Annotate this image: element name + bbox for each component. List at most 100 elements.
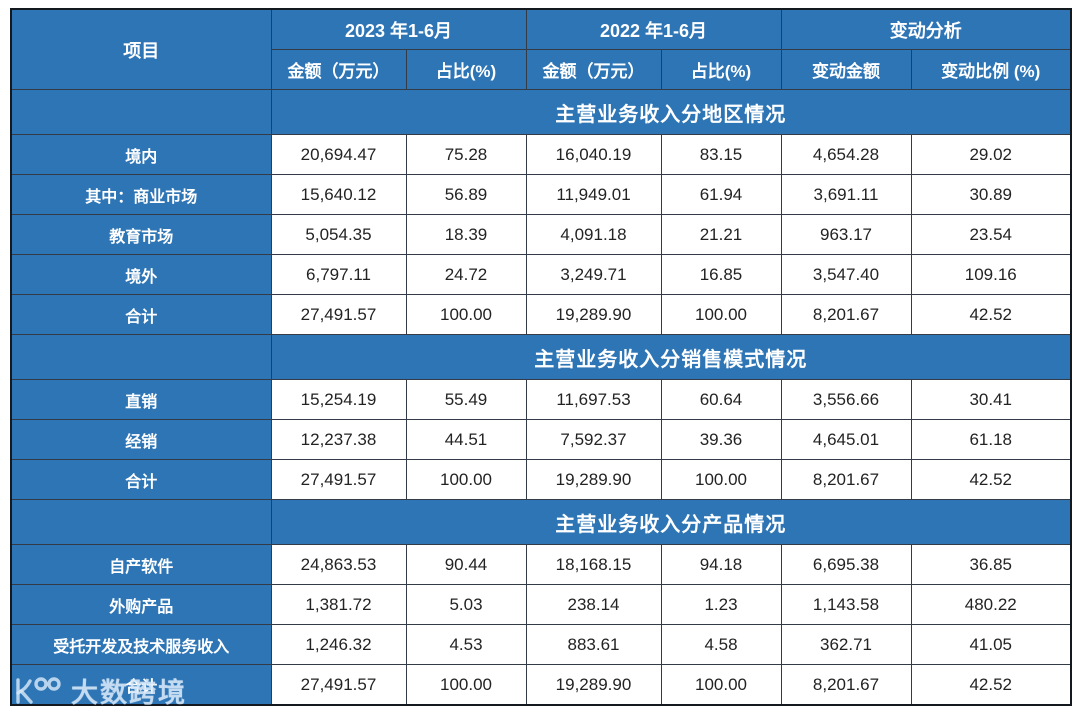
value-cell: 4.58 <box>660 624 782 665</box>
data-row: 合计 27,491.57 100.00 19,289.90 100.00 8,201.67… <box>10 459 1072 500</box>
value-cell: 15,254.19 <box>270 379 407 420</box>
value-cell: 238.14 <box>525 584 662 625</box>
header-sub-row: 金额（万元） 占比(%) 金额（万元） 占比(%) 变动金额 变动比例 (%) <box>11 49 1072 90</box>
value-cell: 100.00 <box>405 459 527 500</box>
value-cell: 18,168.15 <box>525 544 662 585</box>
value-cell: 61.94 <box>660 174 782 215</box>
header-change-ratio: 变动比例 (%) <box>910 49 1072 90</box>
section-header-row: 主营业务收入分产品情况 <box>10 499 1072 545</box>
revenue-table: 项目 2023 年1-6月 2022 年1-6月 变动分析 金额（万元） 占比(… <box>10 8 1072 706</box>
data-row: 境内 20,694.47 75.28 16,040.19 83.15 4,654.28 29… <box>10 134 1072 175</box>
value-cell: 8,201.67 <box>780 459 912 500</box>
value-cell: 1,246.32 <box>270 624 407 665</box>
header-group-change: 变动分析 <box>780 8 1072 50</box>
header-group-row: 项目 2023 年1-6月 2022 年1-6月 变动分析 <box>10 8 1072 90</box>
data-row: 受托开发及技术服务收入 1,246.32 4.53 883.61 4.58 362.71 4… <box>10 624 1072 665</box>
data-row: 境外 6,797.11 24.72 3,249.71 16.85 3,547.40 109.… <box>10 254 1072 295</box>
value-cell: 94.18 <box>660 544 782 585</box>
section-spacer-cell <box>10 334 272 380</box>
value-cell: 6,695.38 <box>780 544 912 585</box>
table-body: 主营业务收入分地区情况 境内 20,694.47 75.28 16,040.19 83.1… <box>10 89 1072 706</box>
row-label: 自产软件 <box>10 544 272 585</box>
value-cell: 6,797.11 <box>270 254 407 295</box>
value-cell: 11,697.53 <box>525 379 662 420</box>
value-cell: 29.02 <box>910 134 1072 175</box>
value-cell: 12,237.38 <box>270 419 407 460</box>
header-change-amount: 变动金额 <box>780 49 912 90</box>
value-cell: 42.52 <box>910 459 1072 500</box>
section-spacer-cell <box>10 499 272 545</box>
value-cell: 1.23 <box>660 584 782 625</box>
data-row: 直销 15,254.19 55.49 11,697.53 60.64 3,556.66 30… <box>10 379 1072 420</box>
section-title: 主营业务收入分销售模式情况 <box>270 334 1072 380</box>
value-cell: 4,645.01 <box>780 419 912 460</box>
value-cell: 100.00 <box>660 294 782 335</box>
header-share-2023: 占比(%) <box>405 49 527 90</box>
value-cell: 39.36 <box>660 419 782 460</box>
value-cell: 3,556.66 <box>780 379 912 420</box>
data-row: 经销 12,237.38 44.51 7,592.37 39.36 4,645.01 61.… <box>10 419 1072 460</box>
value-cell: 3,691.11 <box>780 174 912 215</box>
row-label: 直销 <box>10 379 272 420</box>
value-cell: 1,381.72 <box>270 584 407 625</box>
data-row: 合计 27,491.57 100.00 19,289.90 100.00 8,201.67… <box>10 664 1072 706</box>
value-cell: 5.03 <box>405 584 527 625</box>
header-share-2022: 占比(%) <box>660 49 782 90</box>
row-label: 境内 <box>10 134 272 175</box>
row-label: 经销 <box>10 419 272 460</box>
value-cell: 100.00 <box>660 459 782 500</box>
row-label: 合计 <box>10 459 272 500</box>
value-cell: 883.61 <box>525 624 662 665</box>
value-cell: 24,863.53 <box>270 544 407 585</box>
value-cell: 15,640.12 <box>270 174 407 215</box>
value-cell: 19,289.90 <box>525 294 662 335</box>
row-label: 合计 <box>10 294 272 335</box>
value-cell: 75.28 <box>405 134 527 175</box>
value-cell: 90.44 <box>405 544 527 585</box>
value-cell: 1,143.58 <box>780 584 912 625</box>
value-cell: 42.52 <box>910 664 1072 706</box>
value-cell: 18.39 <box>405 214 527 255</box>
value-cell: 16.85 <box>660 254 782 295</box>
revenue-table-container: 项目 2023 年1-6月 2022 年1-6月 变动分析 金额（万元） 占比(… <box>10 8 1072 706</box>
value-cell: 3,249.71 <box>525 254 662 295</box>
header-amount-2022: 金额（万元） <box>525 49 662 90</box>
value-cell: 100.00 <box>660 664 782 706</box>
row-label: 其中：商业市场 <box>10 174 272 215</box>
value-cell: 480.22 <box>910 584 1072 625</box>
value-cell: 30.41 <box>910 379 1072 420</box>
header-group-2022: 2022 年1-6月 <box>525 8 782 50</box>
value-cell: 19,289.90 <box>525 459 662 500</box>
header-item: 项目 <box>10 8 272 90</box>
data-row: 其中：商业市场 15,640.12 56.89 11,949.01 61.94 3,691… <box>10 174 1072 215</box>
row-label: 教育市场 <box>10 214 272 255</box>
value-cell: 5,054.35 <box>270 214 407 255</box>
value-cell: 8,201.67 <box>780 664 912 706</box>
section-header-row: 主营业务收入分销售模式情况 <box>10 334 1072 380</box>
row-label: 受托开发及技术服务收入 <box>10 624 272 665</box>
value-cell: 19,289.90 <box>525 664 662 706</box>
value-cell: 11,949.01 <box>525 174 662 215</box>
table-header: 项目 2023 年1-6月 2022 年1-6月 变动分析 金额（万元） 占比(… <box>10 8 1072 90</box>
header-amount-2023: 金额（万元） <box>270 49 407 90</box>
value-cell: 36.85 <box>910 544 1072 585</box>
value-cell: 56.89 <box>405 174 527 215</box>
section-header-row: 主营业务收入分地区情况 <box>10 89 1072 135</box>
value-cell: 61.18 <box>910 419 1072 460</box>
value-cell: 41.05 <box>910 624 1072 665</box>
value-cell: 4,091.18 <box>525 214 662 255</box>
value-cell: 23.54 <box>910 214 1072 255</box>
value-cell: 27,491.57 <box>270 664 407 706</box>
value-cell: 44.51 <box>405 419 527 460</box>
data-row: 外购产品 1,381.72 5.03 238.14 1.23 1,143.58 480.22 <box>10 584 1072 625</box>
value-cell: 8,201.67 <box>780 294 912 335</box>
value-cell: 100.00 <box>405 664 527 706</box>
value-cell: 4.53 <box>405 624 527 665</box>
value-cell: 16,040.19 <box>525 134 662 175</box>
value-cell: 30.89 <box>910 174 1072 215</box>
value-cell: 42.52 <box>910 294 1072 335</box>
value-cell: 362.71 <box>780 624 912 665</box>
value-cell: 55.49 <box>405 379 527 420</box>
value-cell: 100.00 <box>405 294 527 335</box>
